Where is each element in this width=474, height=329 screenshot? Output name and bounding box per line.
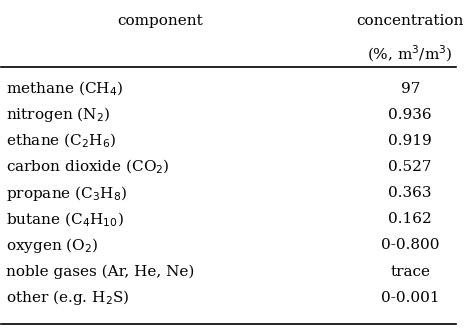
Text: 0.919: 0.919 bbox=[388, 134, 432, 148]
Text: 0.936: 0.936 bbox=[388, 108, 432, 122]
Text: methane (CH$_4$): methane (CH$_4$) bbox=[6, 80, 123, 98]
Text: other (e.g. H$_2$S): other (e.g. H$_2$S) bbox=[6, 288, 129, 307]
Text: propane (C$_3$H$_8$): propane (C$_3$H$_8$) bbox=[6, 184, 127, 203]
Text: 97: 97 bbox=[401, 82, 420, 96]
Text: trace: trace bbox=[390, 265, 430, 279]
Text: 0.527: 0.527 bbox=[389, 160, 432, 174]
Text: concentration: concentration bbox=[356, 14, 464, 28]
Text: noble gases (Ar, He, Ne): noble gases (Ar, He, Ne) bbox=[6, 264, 194, 279]
Text: oxygen (O$_2$): oxygen (O$_2$) bbox=[6, 236, 99, 255]
Text: ethane (C$_2$H$_6$): ethane (C$_2$H$_6$) bbox=[6, 132, 116, 150]
Text: carbon dioxide (CO$_2$): carbon dioxide (CO$_2$) bbox=[6, 158, 170, 176]
Text: 0-0.001: 0-0.001 bbox=[381, 291, 439, 305]
Text: component: component bbox=[118, 14, 203, 28]
Text: (%, m$^3$/m$^3$): (%, m$^3$/m$^3$) bbox=[367, 44, 453, 64]
Text: 0.162: 0.162 bbox=[388, 212, 432, 226]
Text: 0.363: 0.363 bbox=[389, 186, 432, 200]
Text: nitrogen (N$_2$): nitrogen (N$_2$) bbox=[6, 105, 110, 124]
Text: butane (C$_4$H$_{10}$): butane (C$_4$H$_{10}$) bbox=[6, 210, 124, 229]
Text: 0-0.800: 0-0.800 bbox=[381, 239, 439, 252]
